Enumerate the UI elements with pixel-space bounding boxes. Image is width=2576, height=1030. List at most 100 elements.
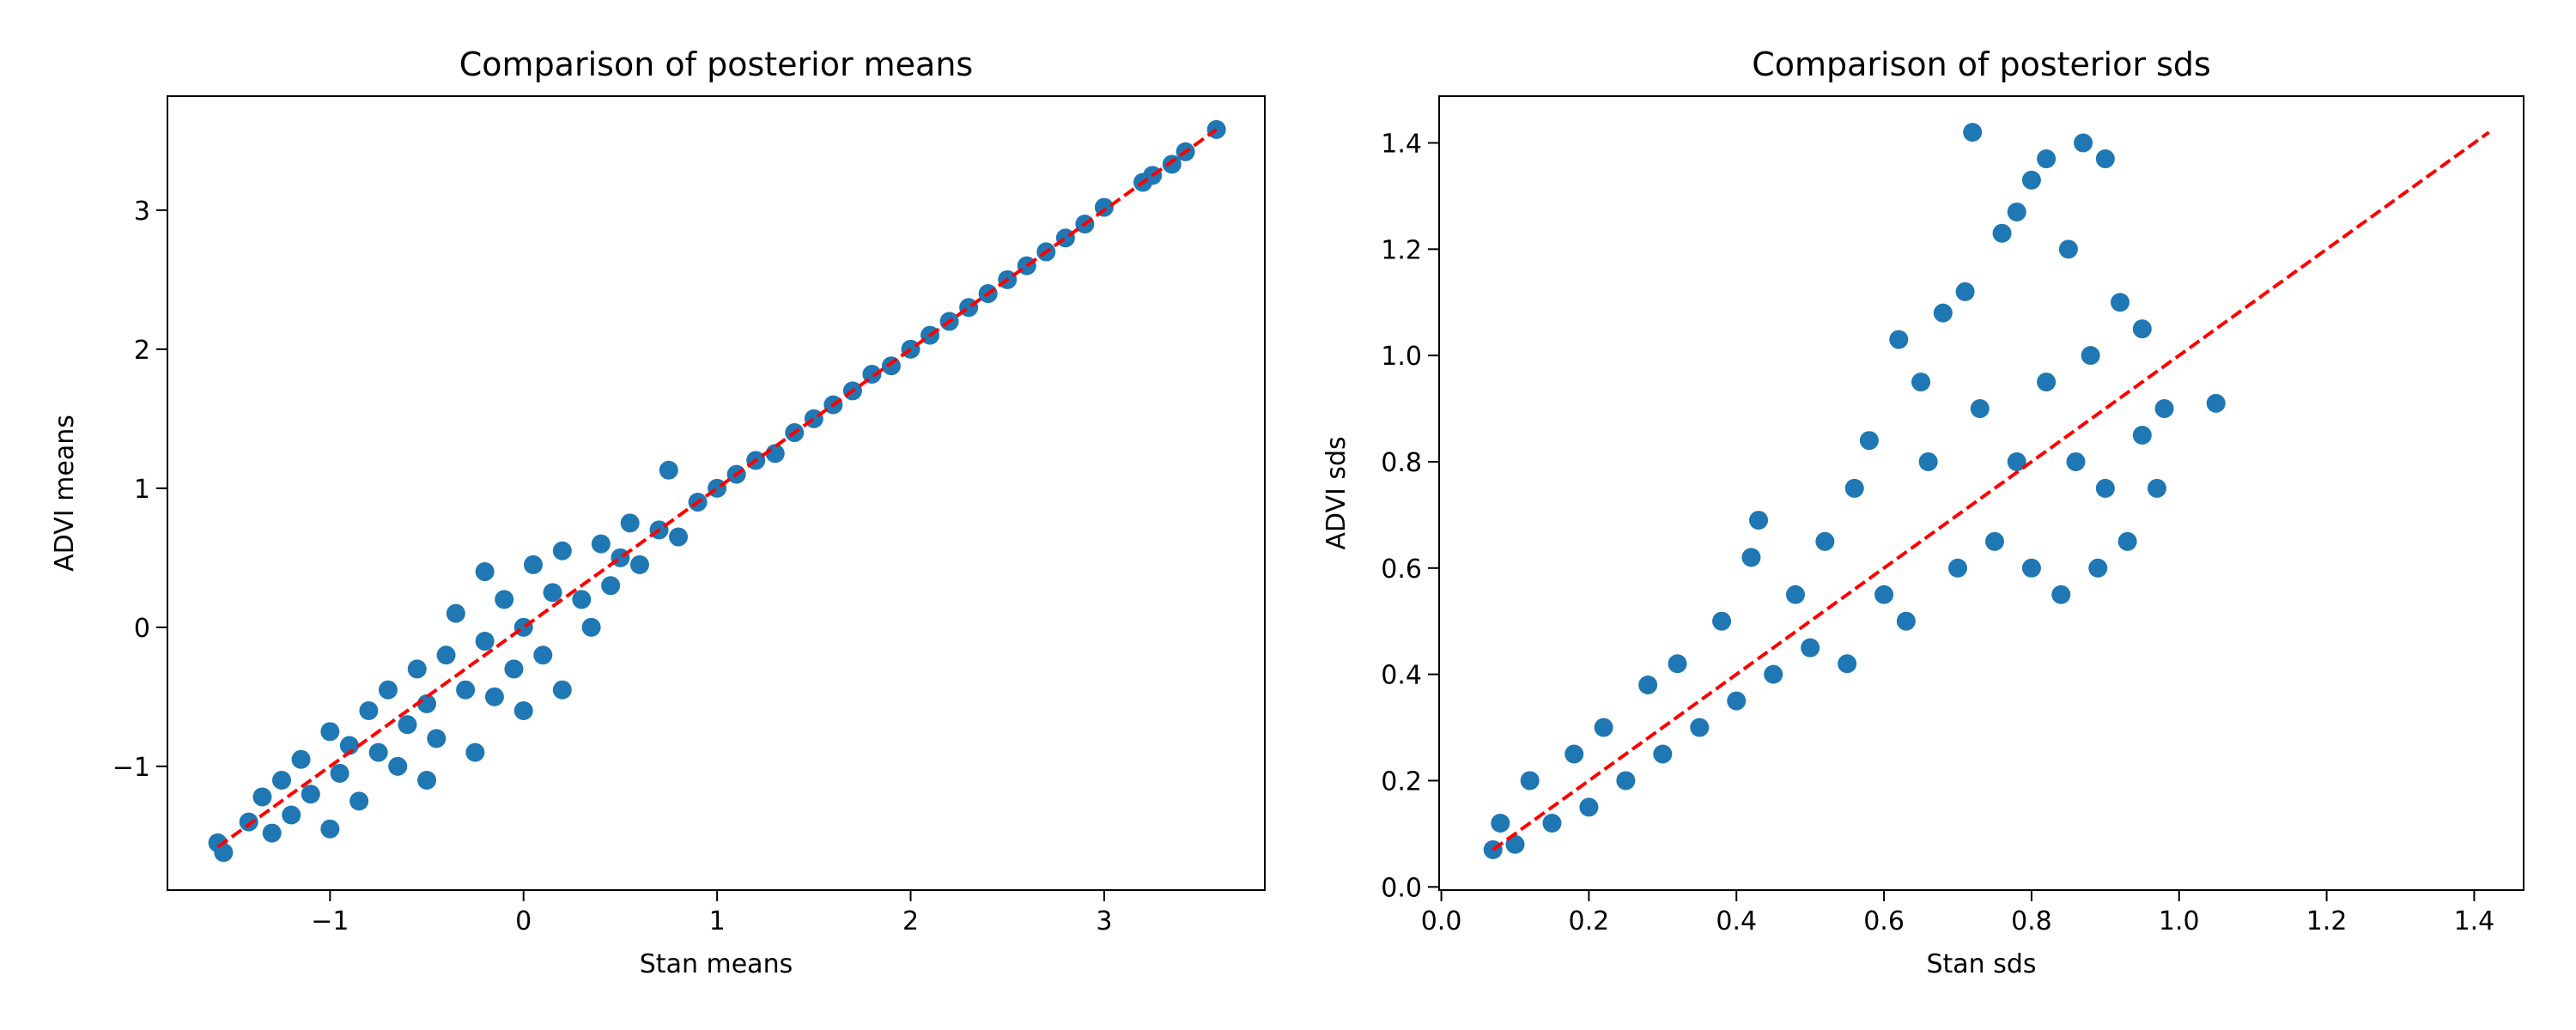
x-tick-label: 1.0 [2159, 906, 2200, 936]
point [552, 680, 572, 700]
point [465, 742, 485, 762]
x-tick-label: 1 [709, 906, 726, 936]
point [239, 812, 258, 832]
point [484, 687, 504, 706]
y-tick-label: 1.4 [1381, 129, 1422, 159]
point [1955, 282, 1975, 301]
y-axis-label: ADVI sds [1321, 436, 1352, 549]
point [378, 680, 398, 700]
point [2037, 373, 2057, 392]
y-tick-label: 0.2 [1381, 766, 1422, 797]
point [1933, 303, 1953, 323]
point [2021, 558, 2041, 578]
point [2007, 451, 2026, 471]
y-tick-label: 3 [134, 197, 150, 227]
point [252, 787, 272, 807]
reference-line [216, 128, 1218, 849]
point [446, 603, 465, 623]
point [1918, 451, 1938, 471]
point [1638, 676, 1658, 695]
point [543, 583, 562, 603]
axes-frame [1438, 95, 2524, 891]
point [1579, 797, 1599, 817]
point [1764, 664, 1783, 684]
point [1970, 399, 1990, 419]
point [533, 645, 553, 665]
point [1668, 654, 1687, 674]
point [2147, 478, 2166, 498]
y-tick-label: 1.0 [1381, 342, 1422, 372]
x-tick-label: 0.4 [1716, 906, 1757, 936]
x-tick-label: 0 [515, 906, 532, 936]
point [513, 701, 533, 721]
x-tick-label: 3 [1096, 906, 1112, 936]
point [1911, 373, 1931, 392]
point [495, 590, 514, 609]
point [2206, 393, 2226, 413]
point [881, 356, 901, 376]
y-tick-label: 0.4 [1381, 661, 1422, 691]
point [504, 659, 524, 679]
point [591, 534, 611, 554]
point [456, 680, 476, 700]
point [2111, 293, 2130, 312]
point [262, 823, 282, 843]
point [1712, 611, 1732, 631]
point [1815, 531, 1835, 551]
point [1542, 813, 1562, 833]
point [601, 576, 621, 596]
x-tick-label: −1 [311, 906, 349, 936]
point [1984, 531, 2004, 551]
axes: 0.0 0.2 0.4 0.6 0.8 1.0 1.2 1.4 0.0 0.2 0.4 0.6 0.8 1… [1321, 45, 2524, 979]
point [407, 659, 427, 679]
axes-frame [167, 95, 1266, 891]
point [427, 729, 447, 748]
point [1690, 718, 1710, 737]
point [629, 554, 649, 574]
point [1844, 478, 1864, 498]
point [398, 715, 417, 735]
point [1616, 771, 1636, 791]
point [359, 701, 379, 721]
reference-line [1492, 130, 2490, 851]
point [1727, 691, 1747, 711]
point [2117, 531, 2137, 551]
point [1741, 548, 1761, 567]
y-tick-label: 0.8 [1381, 448, 1422, 478]
point [765, 444, 785, 464]
y-axis-label: ADVI means [50, 415, 80, 572]
point [2154, 399, 2174, 419]
point [1963, 123, 1983, 142]
point [1838, 654, 1857, 674]
point [2095, 149, 2115, 169]
point [1801, 638, 1820, 657]
point [2074, 133, 2093, 153]
x-tick-label: 0.8 [2011, 906, 2052, 936]
y-tick-label: −1 [112, 753, 150, 783]
x-tick-label: 2 [902, 906, 919, 936]
point [552, 541, 572, 560]
point [2021, 170, 2041, 190]
point [1859, 431, 1879, 451]
y-tick-label: 0.0 [1381, 873, 1422, 903]
point [320, 722, 340, 742]
point [214, 843, 234, 863]
point [2037, 149, 2057, 169]
point [1564, 744, 1584, 764]
x-tick-label: 1.2 [2306, 906, 2348, 936]
point [669, 527, 689, 547]
point [1896, 611, 1916, 631]
point [620, 513, 640, 533]
point [291, 749, 311, 769]
point [2095, 478, 2115, 498]
point [320, 819, 340, 839]
x-tick-label: 0.6 [1863, 906, 1905, 936]
y-tick-label: 0 [134, 614, 150, 644]
point [524, 554, 543, 574]
point [339, 736, 359, 755]
point [1889, 330, 1909, 349]
point [2058, 239, 2078, 259]
point [1594, 718, 1613, 737]
point [2088, 558, 2108, 578]
point [475, 562, 495, 582]
